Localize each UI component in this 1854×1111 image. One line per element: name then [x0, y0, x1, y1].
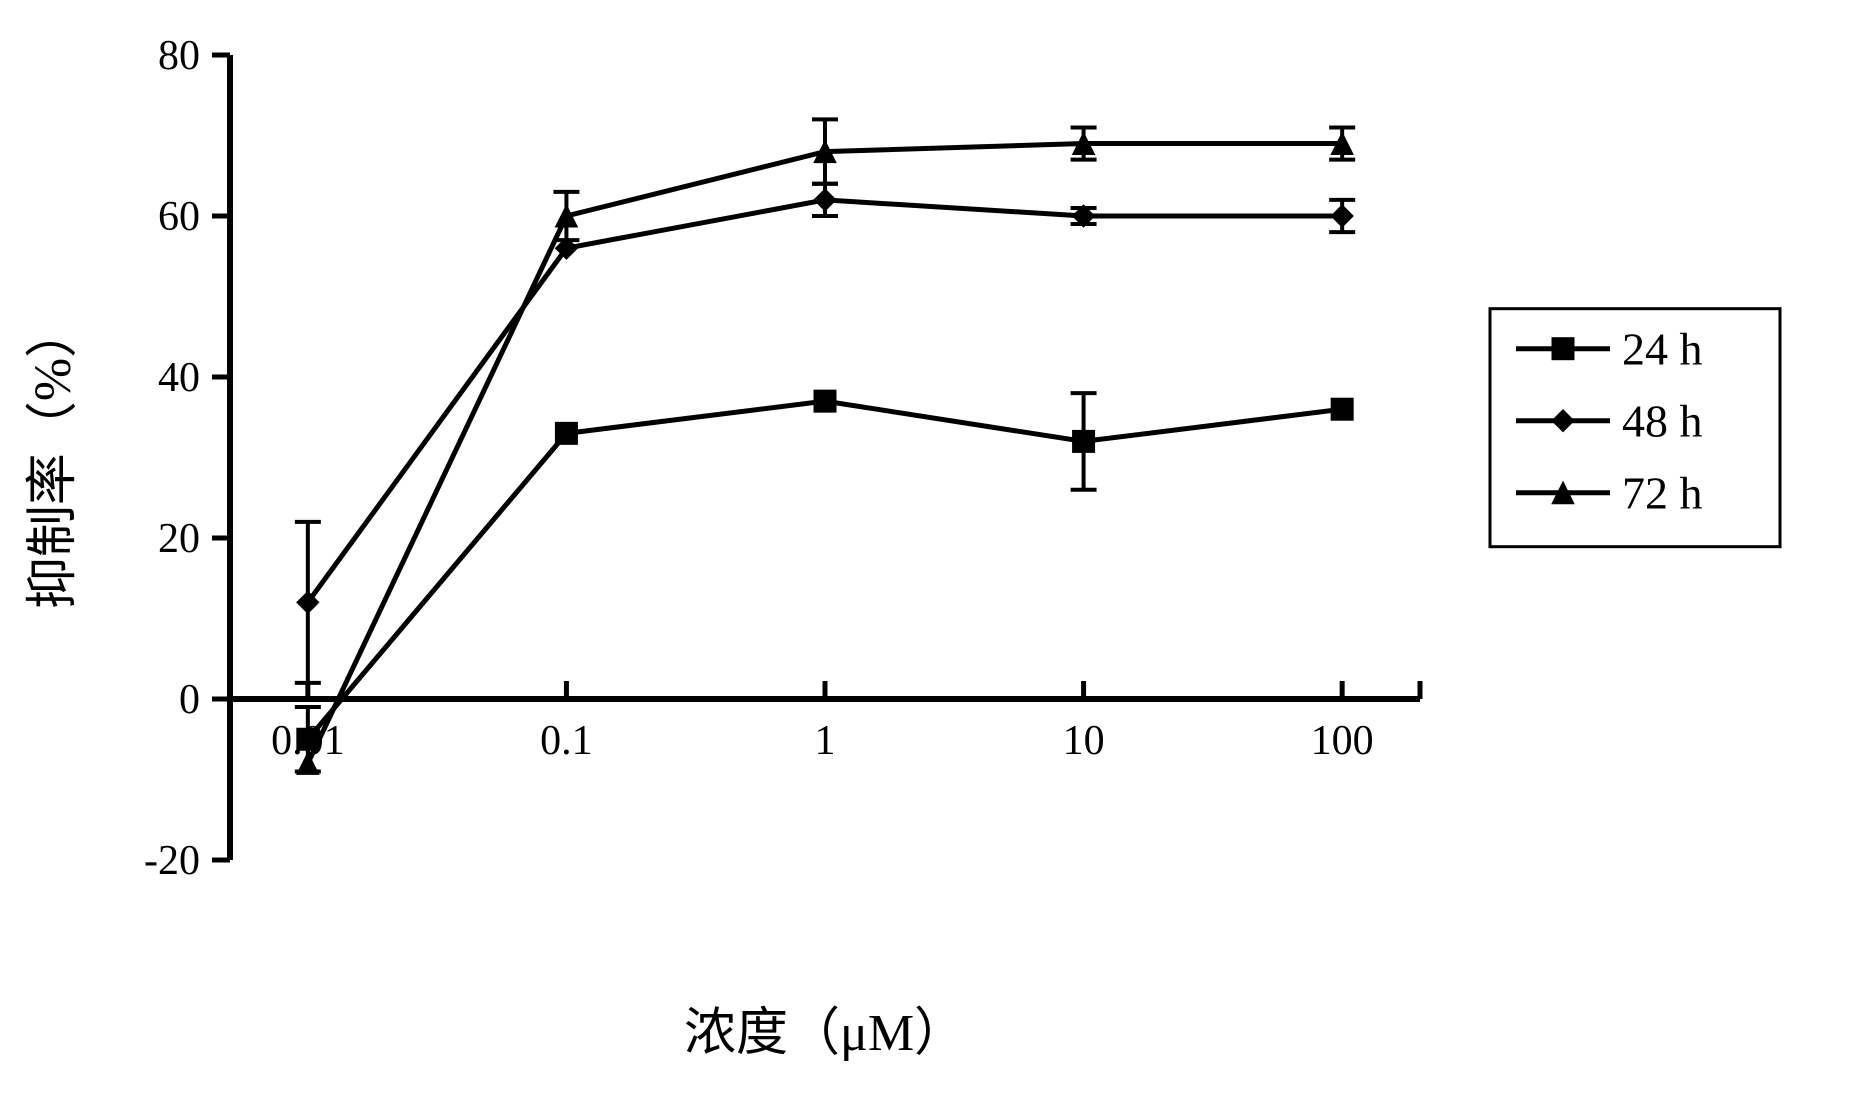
marker-diamond: [814, 189, 836, 211]
y-tick-label: 60: [158, 194, 200, 240]
series-line-72h: [308, 144, 1342, 764]
marker-square: [1552, 338, 1574, 360]
marker-square: [1073, 430, 1095, 452]
marker-square: [555, 422, 577, 444]
legend-label: 48 h: [1622, 396, 1703, 447]
y-tick-label: 20: [158, 516, 200, 562]
x-axis-title: 浓度（μM）: [684, 1005, 966, 1062]
x-tick-label: 10: [1063, 718, 1105, 764]
marker-diamond: [1331, 205, 1353, 227]
y-tick-label: 80: [158, 33, 200, 79]
marker-diamond: [1552, 410, 1574, 432]
y-tick-label: 40: [158, 355, 200, 401]
x-tick-label: 100: [1311, 718, 1374, 764]
inhibition-rate-chart: -200204060800.010.1110100抑制率（%）浓度（μM）24 …: [0, 0, 1854, 1111]
y-tick-label: -20: [144, 838, 200, 884]
y-tick-label: 0: [179, 677, 200, 723]
legend-label: 24 h: [1622, 324, 1703, 375]
y-axis-title: 抑制率（%）: [25, 306, 82, 609]
x-tick-label: 0.1: [540, 718, 593, 764]
marker-square: [1331, 398, 1353, 420]
legend-label: 72 h: [1622, 468, 1703, 519]
marker-square: [814, 390, 836, 412]
x-tick-label: 1: [815, 718, 836, 764]
